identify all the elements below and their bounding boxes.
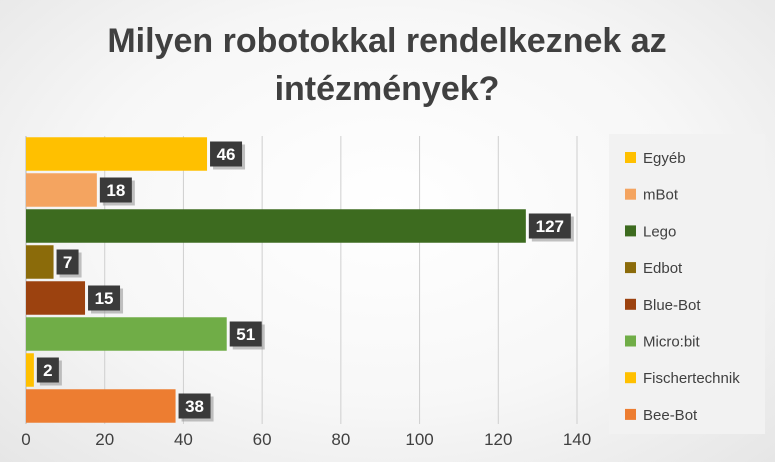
bar-lego xyxy=(26,209,526,243)
chart-title-line-1: Milyen robotokkal rendelkeznek az xyxy=(107,22,666,60)
data-labels: 46 18 127 7 15 51 2 38 xyxy=(36,141,574,422)
x-tick-label: 60 xyxy=(253,430,272,449)
legend-entry: mBot xyxy=(643,187,679,204)
data-label-box xyxy=(56,249,79,275)
data-label-box xyxy=(99,177,132,203)
chart-title-line-2: intézmények? xyxy=(275,70,500,108)
data-label-box xyxy=(210,141,243,167)
data-label: 18 xyxy=(106,181,125,200)
data-label-box xyxy=(229,321,262,347)
x-tick-label: 120 xyxy=(484,430,512,449)
x-tick-label: 140 xyxy=(563,430,591,449)
x-axis-ticks: 0 20 40 60 80 100 120 140 xyxy=(21,430,591,449)
x-tick-label: 0 xyxy=(21,430,30,449)
bars xyxy=(26,137,526,423)
data-label: 2 xyxy=(43,361,52,380)
bar-blue-bot xyxy=(26,281,86,315)
legend-swatch xyxy=(625,225,636,237)
legend-swatch xyxy=(625,152,636,163)
legend-entry: Fischertechnik xyxy=(643,370,740,387)
data-label: 46 xyxy=(217,145,236,164)
legend-entry: Egyéb xyxy=(643,150,686,167)
bar-egy-b xyxy=(26,137,208,171)
data-label-box xyxy=(88,285,121,311)
data-label-box xyxy=(36,357,59,383)
x-tick-label: 100 xyxy=(405,430,433,449)
data-label-box xyxy=(528,213,571,239)
data-label: 51 xyxy=(236,325,255,344)
legend-entry: Blue-Bot xyxy=(643,297,701,314)
data-label-box xyxy=(178,393,211,419)
legend-swatch xyxy=(625,188,636,200)
legend-swatch xyxy=(625,298,636,310)
x-tick-label: 20 xyxy=(95,430,114,449)
legend: Egyéb mBot Lego Edbot Blue-Bot Micro:bit Fisch… xyxy=(625,150,740,424)
data-label: 7 xyxy=(63,253,72,272)
bar-mbot xyxy=(26,173,97,207)
data-label: 15 xyxy=(95,289,114,308)
legend-swatch xyxy=(625,262,636,274)
x-tick-label: 80 xyxy=(331,430,350,449)
bar-micro-bit xyxy=(26,317,227,351)
legend-swatch xyxy=(625,335,636,347)
legend-swatch xyxy=(625,372,636,384)
legend-entry: Edbot xyxy=(643,260,683,277)
data-label: 127 xyxy=(536,217,564,236)
legend-entry: Bee-Bot xyxy=(643,407,698,424)
data-label: 38 xyxy=(185,397,204,416)
x-tick-label: 40 xyxy=(174,430,193,449)
bar-bee-bot xyxy=(26,389,176,423)
legend-entry: Lego xyxy=(643,223,676,240)
bar-edbot xyxy=(26,245,54,279)
legend-box xyxy=(609,134,765,434)
legend-swatch xyxy=(625,408,636,420)
legend-entry: Micro:bit xyxy=(643,334,701,351)
bar-fischertechnik xyxy=(26,353,34,387)
